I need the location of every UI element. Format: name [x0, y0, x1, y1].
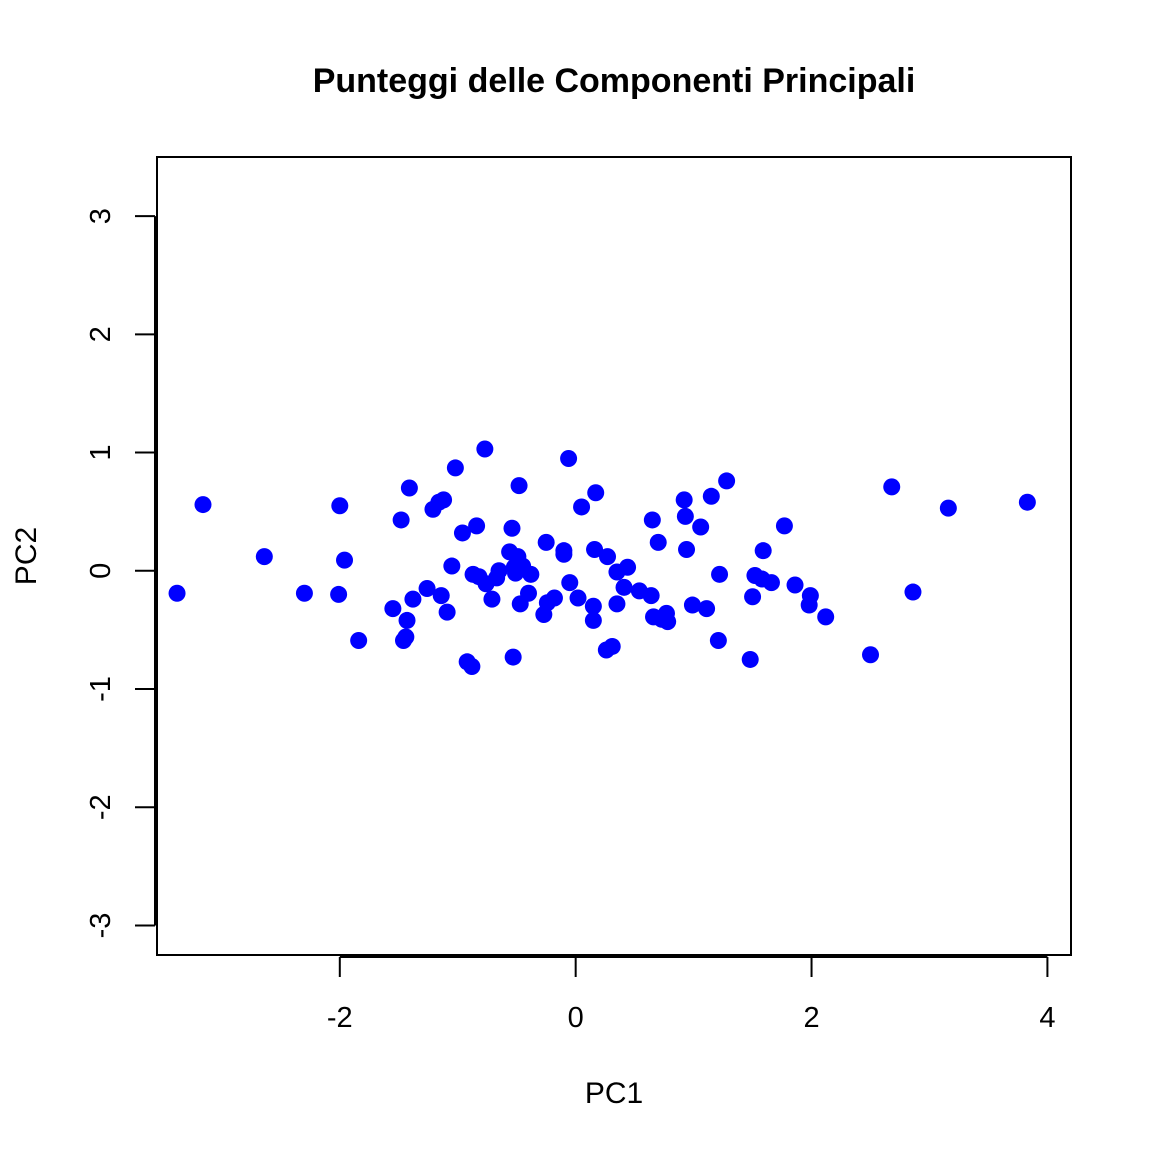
data-point [678, 540, 696, 558]
y-tick-label: 1 [85, 444, 117, 460]
data-point [584, 611, 602, 629]
data-point [330, 585, 348, 603]
data-point [584, 597, 602, 615]
data-point [1018, 493, 1036, 511]
data-point [194, 496, 212, 514]
data-point [519, 584, 537, 602]
data-point [476, 440, 494, 458]
y-tick-label: 2 [85, 326, 117, 342]
data-point [692, 518, 710, 536]
x-tick-label: 2 [803, 1002, 819, 1034]
data-point [398, 611, 416, 629]
data-point [418, 580, 436, 598]
data-point [336, 551, 354, 569]
data-point [384, 600, 402, 618]
data-point [904, 583, 922, 601]
data-point [537, 533, 555, 551]
data-point [168, 584, 186, 602]
data-point [718, 472, 736, 490]
y-axis-label: PC2 [10, 527, 43, 585]
data-point [754, 542, 772, 560]
data-point [659, 613, 677, 631]
data-point [490, 562, 508, 580]
data-point [676, 507, 694, 525]
data-point [775, 517, 793, 535]
data-point [599, 548, 617, 566]
y-tick-label: 3 [85, 208, 117, 224]
data-point [522, 565, 540, 583]
data-point [762, 574, 780, 592]
data-point [608, 595, 626, 613]
data-point [545, 589, 563, 607]
data-point [586, 540, 604, 558]
data-point [883, 478, 901, 496]
data-points [168, 440, 1036, 676]
x-axis-label: PC1 [585, 1077, 643, 1110]
data-point [560, 449, 578, 467]
data-point [642, 587, 660, 605]
data-point [801, 587, 819, 605]
data-point [561, 574, 579, 592]
data-point [255, 548, 273, 566]
data-point [555, 545, 573, 563]
data-point [709, 632, 727, 650]
data-point [397, 628, 415, 646]
data-point [510, 477, 528, 495]
data-point [939, 499, 957, 517]
data-point [683, 596, 701, 614]
x-tick-label: 0 [568, 1002, 584, 1034]
data-point [643, 511, 661, 529]
data-point [350, 632, 368, 650]
data-point [587, 484, 605, 502]
data-point [400, 479, 418, 497]
data-point [573, 498, 591, 516]
data-point [817, 608, 835, 626]
y-axis: -3 -2 -1 0 1 2 3 [85, 208, 156, 939]
data-point [453, 524, 471, 542]
data-point [443, 557, 461, 575]
data-point [569, 589, 587, 607]
data-point [786, 576, 804, 594]
data-point [438, 603, 456, 621]
x-tick-label: 4 [1039, 1002, 1055, 1034]
data-point [504, 648, 522, 666]
data-point [392, 511, 410, 529]
data-point [649, 533, 667, 551]
y-tick-label: -2 [85, 794, 117, 820]
y-tick-label: -3 [85, 913, 117, 939]
data-point [711, 565, 729, 583]
data-point [862, 646, 880, 664]
data-point [615, 578, 633, 596]
chart-title: Punteggi delle Componenti Principali [313, 62, 916, 100]
x-axis: -2 0 2 4 [327, 956, 1055, 1034]
data-point [446, 459, 464, 477]
data-point [432, 587, 450, 605]
data-point [435, 491, 453, 509]
y-tick-label: -1 [85, 676, 117, 702]
data-point [463, 658, 481, 676]
data-point [741, 650, 759, 668]
data-point [702, 487, 720, 505]
x-tick-label: -2 [327, 1002, 353, 1034]
data-point [468, 517, 486, 535]
data-point [295, 584, 313, 602]
data-point [675, 491, 693, 509]
data-point [331, 497, 349, 515]
data-point [744, 588, 762, 606]
plot-area [156, 156, 1072, 956]
data-point [404, 590, 422, 608]
data-point [619, 558, 637, 576]
data-point [503, 519, 521, 537]
data-point [603, 637, 621, 655]
data-point [698, 600, 716, 618]
y-tick-label: 0 [85, 563, 117, 579]
data-point [483, 590, 501, 608]
